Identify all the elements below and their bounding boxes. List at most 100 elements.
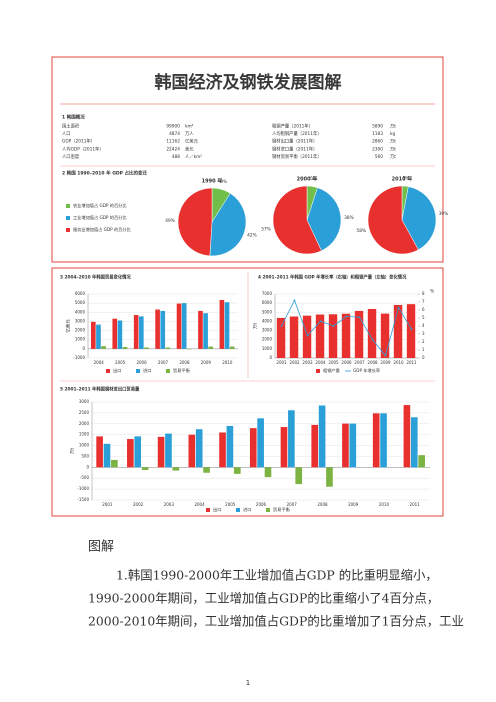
bar [367, 308, 377, 358]
y-axis-label: 万t [70, 448, 76, 454]
bar [157, 436, 165, 468]
bar [219, 299, 225, 349]
x-tick-label: 2010 [379, 502, 390, 507]
slice-label: 42% [247, 232, 257, 238]
overview-value: 11162 [166, 139, 180, 145]
chart-title: 5 2001–2011 年韩国钢材进出口贸易量 [60, 386, 140, 393]
legend-swatch [66, 204, 70, 208]
bar [96, 436, 103, 468]
x-tick-label: 2003 [164, 502, 175, 507]
bar [203, 467, 210, 473]
chart-title: 4 2001–2011 年韩国 GDP 年增长率（右轴）和粗钢产量（左轴）变化情… [258, 274, 407, 281]
bar [410, 417, 418, 468]
x-tick-label: 2001 [276, 360, 287, 365]
y-tick-label: 5000 [262, 309, 273, 314]
overview-label: GDP（2011年） [62, 138, 95, 145]
x-tick-label: 2004 [315, 360, 326, 365]
bar [342, 423, 349, 468]
pie-title: 2010 年 [392, 176, 413, 183]
line-point [410, 328, 413, 331]
bar [165, 347, 171, 349]
overview-value: 2860 [372, 139, 383, 145]
x-tick-label: 2009 [348, 502, 359, 507]
bar [249, 428, 257, 468]
x-tick-label: 2008 [317, 502, 328, 507]
line-point [319, 320, 322, 323]
y2-tick-label: 8 [422, 291, 425, 296]
y-tick-label: -1000 [73, 355, 85, 360]
overview-unit: 万t [390, 154, 396, 160]
bar [133, 315, 139, 349]
bar [257, 418, 264, 468]
pie-slice [272, 185, 322, 255]
bar [198, 310, 203, 349]
pie-title: 2000 年 [297, 176, 318, 183]
bar [380, 313, 390, 358]
bar [141, 467, 149, 470]
charts-frame [51, 267, 444, 517]
x-tick-label: 2008 [179, 360, 190, 365]
bar [418, 455, 425, 468]
bar [315, 314, 325, 358]
y-tick-label: -500 [80, 475, 90, 480]
overview-value: 560 [375, 154, 383, 160]
slice-label: 39% [439, 211, 449, 217]
bar [188, 434, 196, 468]
x-tick-label: 2005 [328, 360, 339, 365]
line-point [345, 315, 348, 318]
bar [295, 467, 303, 485]
y2-tick-label: 0 [422, 355, 425, 360]
bar [380, 413, 387, 468]
bar [176, 303, 182, 349]
legend-label: 进口 [143, 367, 151, 374]
overview-label: 人均GDP（2011年） [62, 145, 104, 152]
legend-swatch [66, 228, 70, 232]
x-tick-label: 2006 [136, 360, 147, 365]
bar [226, 425, 234, 468]
bar [354, 310, 364, 358]
line-point [358, 316, 361, 319]
bar [160, 310, 166, 349]
y-axis-label: 万t [253, 323, 259, 329]
x-tick-label: 2010 [393, 360, 404, 365]
bar [288, 410, 295, 468]
bar [318, 405, 326, 468]
body-line: 1990-2000年期间，工业增加值占GDP的比重缩小了4百分点， [88, 591, 439, 606]
overview-label: 人均粗钢产量（2011年） [272, 130, 322, 137]
page-number: 1 [246, 679, 250, 687]
line-point [332, 325, 335, 327]
bar [224, 302, 230, 349]
x-tick-label: 2007 [287, 502, 298, 507]
bar [117, 320, 123, 349]
y-tick-label: 4000 [75, 309, 86, 314]
legend-label: 贸易平衡 [273, 506, 290, 513]
x-tick-label: 2002 [133, 502, 144, 507]
pie-slice [177, 187, 213, 257]
x-tick-label: 2007 [158, 360, 169, 365]
body-line: 2000-2010年期间，工业增加值占GDP的比重增加了1百分点，工业 [88, 614, 464, 629]
bar [134, 436, 142, 468]
overview-label: 人口密度 [62, 153, 80, 160]
slice-label: 57% [261, 227, 271, 233]
chart-title: 3 2004–2010 年韩国贸易变化情况 [60, 274, 131, 281]
pie-slice [209, 192, 247, 257]
bar [372, 413, 380, 468]
bar [326, 467, 333, 487]
y-tick-label: -1000 [77, 486, 89, 491]
y-tick-label: 1000 [79, 443, 90, 448]
legend-label: 粗钢产量 [323, 367, 340, 374]
line-point [293, 299, 296, 302]
x-tick-label: 2011 [406, 360, 417, 365]
x-tick-label: 2003 [302, 360, 313, 365]
y2-axis-label: % [430, 289, 435, 295]
y-tick-label: 0 [269, 355, 272, 360]
bar [233, 467, 241, 474]
y-tick-label: 0 [86, 464, 89, 469]
chart-title: 2 韩国 1990–2010 年 GDP 占比的变迁 [62, 170, 147, 177]
x-tick-label: 2002 [289, 360, 300, 365]
bar [139, 316, 144, 349]
slice-label: 9% [220, 179, 227, 185]
y-tick-label: 1000 [262, 346, 273, 351]
bar [208, 346, 214, 349]
